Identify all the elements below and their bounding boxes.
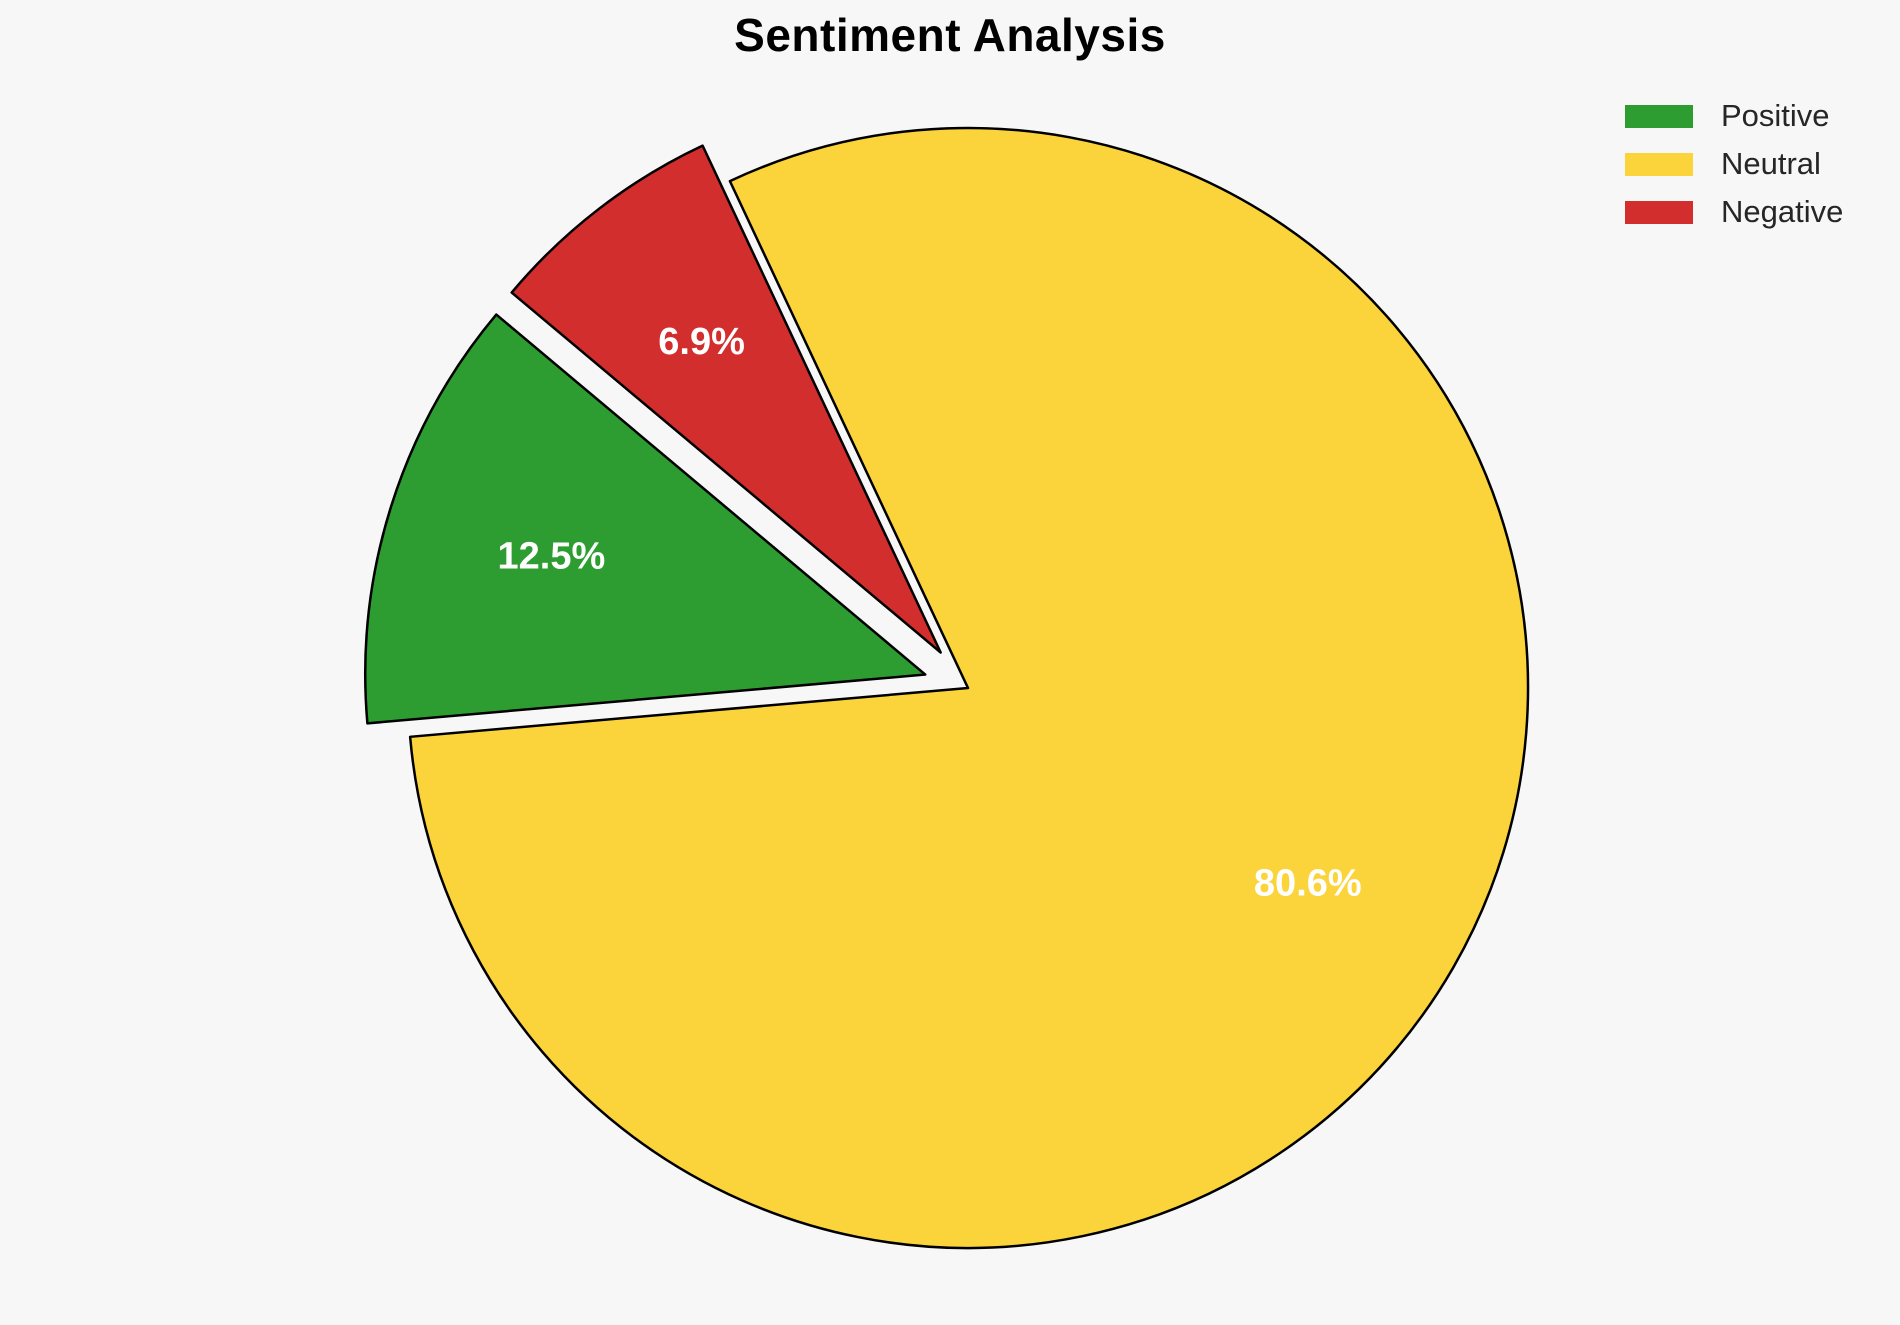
legend: Positive Neutral Negative	[1625, 98, 1844, 229]
pie-slice-negative	[510, 144, 942, 654]
pie-slice-positive	[364, 313, 927, 725]
legend-swatch-negative	[1625, 200, 1693, 224]
pct-label-negative: 6.9%	[658, 321, 745, 363]
legend-label: Negative	[1721, 194, 1844, 229]
legend-swatch-positive	[1625, 104, 1693, 128]
pie-slice-neutral	[408, 126, 1530, 1250]
legend-item-positive: Positive	[1625, 98, 1843, 133]
chart-title: Sentiment Analysis	[734, 9, 1166, 61]
legend-item-neutral: Neutral	[1625, 146, 1843, 181]
legend-swatch-neutral	[1625, 152, 1693, 176]
legend-item-negative: Negative	[1625, 194, 1844, 229]
legend-label: Positive	[1721, 98, 1830, 133]
legend-label: Neutral	[1721, 146, 1821, 181]
pct-label-positive: 12.5%	[498, 536, 606, 578]
pct-label-neutral: 80.6%	[1254, 863, 1362, 905]
